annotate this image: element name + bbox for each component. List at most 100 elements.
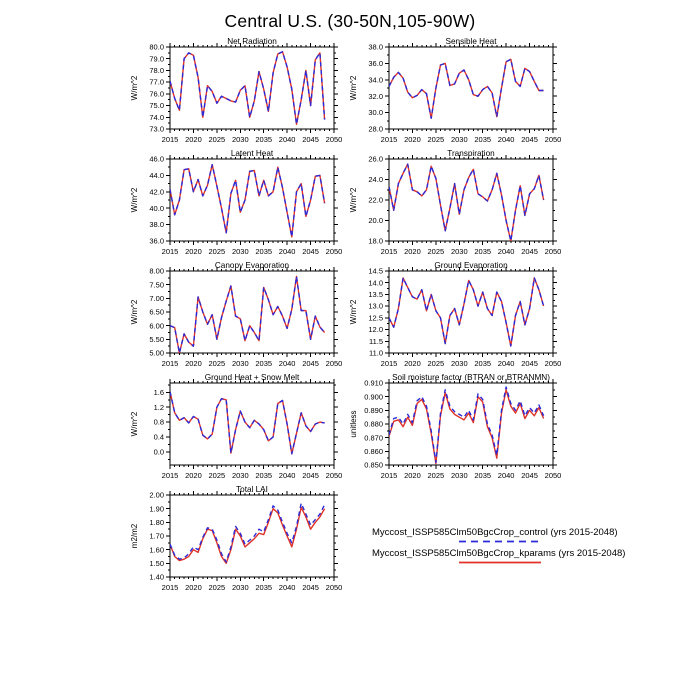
svg-text:75.0: 75.0 [149, 101, 164, 110]
svg-text:1.6: 1.6 [154, 388, 164, 397]
svg-text:1.40: 1.40 [149, 573, 164, 582]
svg-text:1.60: 1.60 [149, 545, 164, 554]
svg-text:2045: 2045 [521, 471, 538, 480]
svg-text:2045: 2045 [521, 135, 538, 144]
svg-text:36.0: 36.0 [368, 59, 383, 68]
svg-text:2035: 2035 [255, 583, 272, 592]
svg-text:30.0: 30.0 [368, 108, 383, 117]
svg-text:Net Radiation: Net Radiation [227, 37, 277, 46]
svg-text:2030: 2030 [232, 471, 249, 480]
svg-text:Ground Evaporation: Ground Evaporation [434, 261, 508, 270]
svg-text:2020: 2020 [185, 135, 202, 144]
svg-text:2040: 2040 [279, 359, 296, 368]
svg-text:2035: 2035 [474, 135, 491, 144]
svg-text:2030: 2030 [451, 359, 468, 368]
svg-text:0.910: 0.910 [364, 379, 383, 388]
svg-text:46.0: 46.0 [149, 155, 164, 164]
svg-text:0.0: 0.0 [154, 448, 164, 457]
legend: Myccost_ISSP585Clm50BgcCrop_control (yrs… [372, 527, 672, 569]
svg-text:0.880: 0.880 [364, 420, 383, 429]
svg-text:2040: 2040 [279, 247, 296, 256]
svg-text:1.2: 1.2 [154, 403, 164, 412]
svg-text:2025: 2025 [428, 471, 445, 480]
svg-text:22.0: 22.0 [368, 196, 383, 205]
svg-text:13.5: 13.5 [368, 290, 383, 299]
svg-text:5.00: 5.00 [149, 349, 164, 358]
svg-text:2050: 2050 [326, 359, 343, 368]
svg-text:7.50: 7.50 [149, 280, 164, 289]
legend-entry-control: Myccost_ISSP585Clm50BgcCrop_control (yrs… [372, 527, 672, 544]
svg-text:14.0: 14.0 [368, 278, 383, 287]
svg-text:1.80: 1.80 [149, 518, 164, 527]
svg-text:2050: 2050 [326, 247, 343, 256]
svg-text:1.90: 1.90 [149, 504, 164, 513]
svg-text:8.00: 8.00 [149, 267, 164, 276]
panel-soil-moisture-factor-btran-or-btranmn: 2015 2020 2025 2030 2035 2040 2045 2050 0.850 0.8… [349, 373, 561, 480]
svg-text:76.0: 76.0 [149, 89, 164, 98]
svg-text:2050: 2050 [326, 583, 343, 592]
svg-text:11.5: 11.5 [369, 337, 383, 346]
svg-text:2020: 2020 [404, 471, 421, 480]
svg-text:0.870: 0.870 [364, 433, 383, 442]
svg-text:2040: 2040 [279, 135, 296, 144]
svg-text:Canopy Evaporation: Canopy Evaporation [215, 261, 290, 270]
svg-text:2020: 2020 [404, 359, 421, 368]
svg-text:2030: 2030 [232, 583, 249, 592]
svg-text:unitless: unitless [349, 410, 358, 437]
svg-text:2015: 2015 [162, 359, 179, 368]
svg-text:11.0: 11.0 [369, 349, 383, 358]
svg-text:2035: 2035 [255, 247, 272, 256]
svg-text:2030: 2030 [232, 359, 249, 368]
svg-text:80.0: 80.0 [149, 43, 164, 52]
svg-text:W/m^2: W/m^2 [130, 75, 139, 100]
svg-text:24.0: 24.0 [368, 175, 383, 184]
panel-latent-heat: 2015 2020 2025 2030 2035 2040 2045 2050 36.0 38.0… [130, 149, 343, 256]
figure-title: Central U.S. (30-50N,105-90W) [224, 11, 476, 31]
svg-text:W/m^2: W/m^2 [130, 299, 139, 324]
svg-text:2030: 2030 [232, 135, 249, 144]
svg-text:2020: 2020 [185, 359, 202, 368]
svg-text:2020: 2020 [185, 247, 202, 256]
svg-text:77.0: 77.0 [149, 78, 164, 87]
svg-text:2030: 2030 [232, 247, 249, 256]
svg-text:40.0: 40.0 [149, 204, 164, 213]
svg-text:2035: 2035 [474, 359, 491, 368]
svg-text:2040: 2040 [498, 359, 515, 368]
svg-text:13.0: 13.0 [368, 302, 383, 311]
svg-text:2015: 2015 [381, 359, 398, 368]
svg-text:5.50: 5.50 [149, 335, 164, 344]
svg-text:2035: 2035 [474, 471, 491, 480]
svg-text:78.0: 78.0 [149, 66, 164, 75]
svg-text:2030: 2030 [451, 471, 468, 480]
svg-text:W/m^2: W/m^2 [349, 299, 358, 324]
svg-text:2020: 2020 [185, 583, 202, 592]
svg-text:Latent Heat: Latent Heat [231, 149, 274, 158]
legend-label-kparams: Myccost_ISSP585Clm50BgcCrop_kparams (yrs… [372, 548, 626, 559]
svg-text:2025: 2025 [209, 247, 226, 256]
svg-text:38.0: 38.0 [149, 220, 164, 229]
svg-text:12.5: 12.5 [368, 313, 383, 322]
svg-text:2025: 2025 [428, 135, 445, 144]
svg-text:2045: 2045 [302, 135, 319, 144]
svg-text:2040: 2040 [279, 583, 296, 592]
svg-text:2040: 2040 [498, 135, 515, 144]
svg-text:38.0: 38.0 [368, 43, 383, 52]
svg-text:2025: 2025 [209, 583, 226, 592]
svg-text:2025: 2025 [428, 359, 445, 368]
svg-text:2025: 2025 [209, 359, 226, 368]
svg-text:28.0: 28.0 [368, 125, 383, 134]
svg-text:0.900: 0.900 [364, 392, 383, 401]
svg-text:2050: 2050 [545, 247, 562, 256]
panel-ground-heat-snow-melt: 2015 2020 2025 2030 2035 2040 2045 2050 0.0 0.4 0.… [130, 373, 342, 480]
svg-text:2020: 2020 [404, 247, 421, 256]
svg-text:2015: 2015 [162, 247, 179, 256]
svg-text:W/m^2: W/m^2 [130, 187, 139, 212]
legend-entry-kparams: Myccost_ISSP585Clm50BgcCrop_kparams (yrs… [372, 548, 672, 565]
svg-text:Total LAI: Total LAI [236, 485, 268, 494]
svg-text:2020: 2020 [404, 135, 421, 144]
svg-text:2045: 2045 [302, 359, 319, 368]
svg-text:m2/m2: m2/m2 [130, 523, 139, 548]
svg-text:0.850: 0.850 [364, 461, 383, 470]
